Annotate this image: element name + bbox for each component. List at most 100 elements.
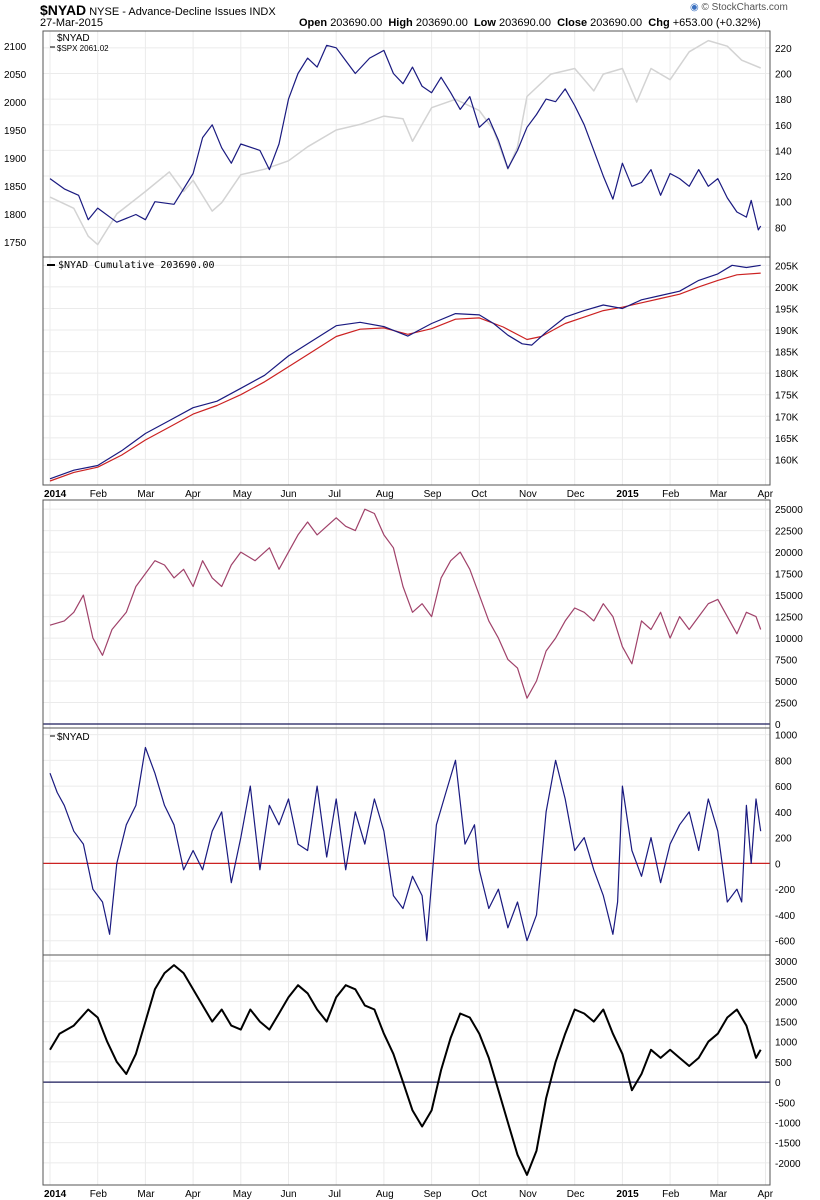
x-tick-label: Sep xyxy=(424,1189,442,1200)
x-tick-label: May xyxy=(233,1189,252,1200)
y-right-tick-label: 20000 xyxy=(775,548,803,559)
x-tick-label: Dec xyxy=(567,1189,585,1200)
y-right-tick-label: 22500 xyxy=(775,527,803,538)
y-right-tick-label: 170K xyxy=(775,412,799,423)
y-right-tick-label: 7500 xyxy=(775,656,798,667)
x-tick-label: Feb xyxy=(662,1189,680,1200)
x-tick-label: Jun xyxy=(281,489,297,500)
x-tick-label: Mar xyxy=(137,489,155,500)
oscillator-line xyxy=(50,965,761,1175)
x-tick-label: 2014 xyxy=(44,489,67,500)
y-right-tick-label: 25000 xyxy=(775,505,803,516)
cumulative-title: $NYAD Cumulative 203690.00 xyxy=(58,260,215,271)
y-right-tick-label: 220 xyxy=(775,44,792,55)
y-right-tick-label: 1000 xyxy=(775,1038,798,1049)
y-right-tick-label: -2000 xyxy=(775,1159,801,1170)
x-tick-label: Dec xyxy=(567,489,585,500)
x-tick-label: Oct xyxy=(471,489,487,500)
y-left-tick-label: 1750 xyxy=(4,238,27,249)
spx-line xyxy=(50,41,761,245)
panel-border xyxy=(43,728,770,955)
x-tick-label: Apr xyxy=(758,489,774,500)
y-left-tick-label: 1850 xyxy=(4,182,27,193)
y-left-tick-label: 1950 xyxy=(4,126,27,137)
panel-border xyxy=(43,31,770,257)
y-right-tick-label: 200 xyxy=(775,834,792,845)
cumulative-line xyxy=(50,265,761,479)
y-right-tick-label: 100 xyxy=(775,198,792,209)
y-right-tick-label: 175K xyxy=(775,391,799,402)
oscillator-line xyxy=(50,748,761,941)
y-right-tick-label: 800 xyxy=(775,756,792,767)
y-right-tick-label: 10000 xyxy=(775,634,803,645)
y-right-tick-label: 3000 xyxy=(775,957,798,968)
y-right-tick-label: 160 xyxy=(775,121,792,132)
y-left-tick-label: 2000 xyxy=(4,98,27,109)
x-tick-label: Nov xyxy=(519,1189,537,1200)
y-right-tick-label: 200 xyxy=(775,69,792,80)
x-tick-label: Apr xyxy=(185,489,201,500)
x-tick-label: Sep xyxy=(424,489,442,500)
cumulative-ma-line xyxy=(50,273,761,481)
y-right-tick-label: 5000 xyxy=(775,677,798,688)
legend-nyad: $NYAD xyxy=(57,33,90,44)
y-right-tick-label: 2500 xyxy=(775,977,798,988)
y-right-tick-label: 2000 xyxy=(775,997,798,1008)
x-tick-label: Feb xyxy=(662,489,680,500)
y-right-tick-label: -600 xyxy=(775,937,795,948)
y-right-tick-label: 0 xyxy=(775,720,781,731)
y-right-tick-label: 0 xyxy=(775,859,781,870)
y-right-tick-label: 0 xyxy=(775,1078,781,1089)
y-left-tick-label: 1800 xyxy=(4,210,27,221)
y-right-tick-label: 500 xyxy=(775,1058,792,1069)
y-right-tick-label: 165K xyxy=(775,434,799,445)
x-tick-label: Nov xyxy=(519,489,537,500)
y-right-tick-label: 17500 xyxy=(775,570,803,581)
legend-nyad: $NYAD xyxy=(57,732,90,743)
x-tick-label: Mar xyxy=(710,1189,728,1200)
x-tick-label: Aug xyxy=(376,489,394,500)
y-right-tick-label: 80 xyxy=(775,223,787,234)
x-tick-label: Feb xyxy=(90,1189,108,1200)
y-right-tick-label: 180 xyxy=(775,95,792,106)
y-right-tick-label: 140 xyxy=(775,146,792,157)
y-right-tick-label: 195K xyxy=(775,304,799,315)
x-tick-label: Jul xyxy=(328,1189,341,1200)
y-right-tick-label: -500 xyxy=(775,1098,795,1109)
x-tick-label: May xyxy=(233,489,252,500)
x-tick-label: Mar xyxy=(710,489,728,500)
y-right-tick-label: 190K xyxy=(775,326,799,337)
y-right-tick-label: 185K xyxy=(775,348,799,359)
x-tick-label: Oct xyxy=(471,1189,487,1200)
y-left-tick-label: 2100 xyxy=(4,42,27,53)
y-right-tick-label: 600 xyxy=(775,782,792,793)
y-right-tick-label: 2500 xyxy=(775,699,798,710)
panel-border xyxy=(43,257,770,485)
x-tick-label: Apr xyxy=(758,1189,774,1200)
y-right-tick-label: 1000 xyxy=(775,731,798,742)
y-right-tick-label: -400 xyxy=(775,911,795,922)
y-right-tick-label: -200 xyxy=(775,885,795,896)
oscillator-line xyxy=(50,509,761,698)
x-tick-label: Jun xyxy=(281,1189,297,1200)
y-right-tick-label: -1000 xyxy=(775,1118,801,1129)
y-right-tick-label: 12500 xyxy=(775,613,803,624)
y-right-tick-label: 120 xyxy=(775,172,792,183)
x-tick-label: Aug xyxy=(376,1189,394,1200)
y-right-tick-label: 160K xyxy=(775,455,799,466)
y-right-tick-label: 15000 xyxy=(775,591,803,602)
x-tick-label: 2014 xyxy=(44,1189,67,1200)
legend-spx: $SPX 2061.02 xyxy=(57,44,109,53)
x-tick-label: 2015 xyxy=(616,489,639,500)
y-right-tick-label: 1500 xyxy=(775,1018,798,1029)
y-right-tick-label: 205K xyxy=(775,261,799,272)
x-tick-label: Feb xyxy=(90,489,108,500)
y-right-tick-label: 200K xyxy=(775,283,799,294)
x-tick-label: Jul xyxy=(328,489,341,500)
y-right-tick-label: -1500 xyxy=(775,1139,801,1150)
x-tick-label: 2015 xyxy=(616,1189,639,1200)
x-tick-label: Apr xyxy=(185,1189,201,1200)
y-left-tick-label: 1900 xyxy=(4,154,27,165)
y-right-tick-label: 400 xyxy=(775,808,792,819)
